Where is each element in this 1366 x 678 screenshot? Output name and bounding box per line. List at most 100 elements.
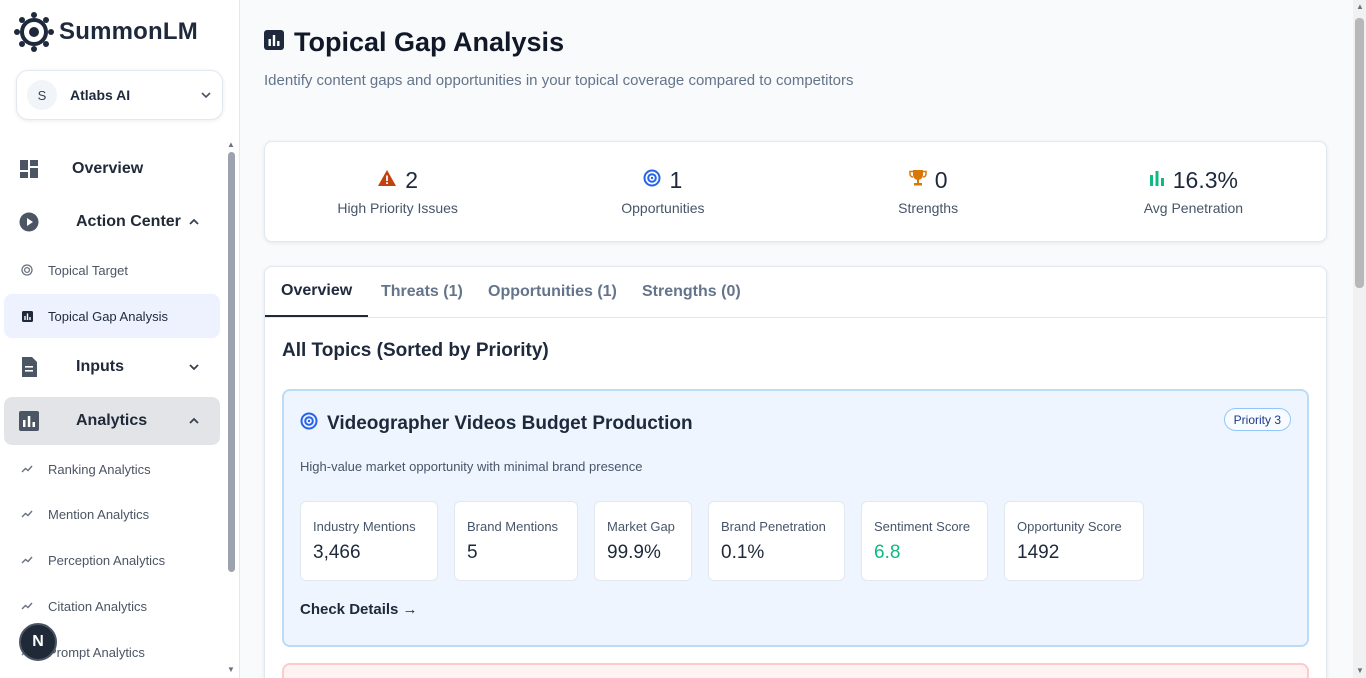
sidebar-item-label: Topical Target bbox=[48, 262, 128, 278]
metric-brand-mentions: Brand Mentions 5 bbox=[454, 501, 578, 581]
dashboard-icon bbox=[19, 159, 39, 179]
check-details-link[interactable]: Check Details → bbox=[300, 601, 418, 618]
topic-description: High-value market opportunity with minim… bbox=[300, 459, 643, 474]
metric-brand-penetration: Brand Penetration 0.1% bbox=[708, 501, 845, 581]
sidebar-item-topical-gap-analysis[interactable]: Topical Gap Analysis bbox=[4, 294, 220, 338]
scroll-down-arrow-icon[interactable]: ▼ bbox=[1356, 666, 1364, 675]
target-icon bbox=[300, 412, 318, 435]
logo-icon bbox=[14, 12, 54, 52]
warning-icon bbox=[377, 169, 397, 192]
metric-label: Brand Mentions bbox=[467, 518, 559, 534]
sidebar-item-label: Perception Analytics bbox=[48, 552, 166, 568]
trend-icon bbox=[20, 553, 34, 567]
document-icon bbox=[19, 357, 39, 377]
tab-strengths[interactable]: Strengths (0) bbox=[642, 283, 741, 300]
stat-label: Avg Penetration bbox=[1143, 200, 1244, 216]
analytics-icon bbox=[19, 411, 39, 431]
tab-bar: Overview Threats (1) Opportunities (1) S… bbox=[265, 267, 1326, 318]
stat-label: Opportunities bbox=[621, 200, 705, 216]
sidebar-item-citation-analytics[interactable]: Citation Analytics bbox=[4, 584, 220, 628]
topics-panel: Overview Threats (1) Opportunities (1) S… bbox=[264, 266, 1327, 678]
bar-chart-icon bbox=[1149, 170, 1165, 191]
trend-icon bbox=[20, 507, 34, 521]
stat-strengths: 0 Strengths bbox=[796, 142, 1061, 241]
scroll-up-arrow-icon[interactable]: ▲ bbox=[227, 140, 235, 149]
metric-label: Opportunity Score bbox=[1017, 518, 1122, 534]
stat-value: 1 bbox=[669, 167, 683, 193]
sidebar-item-ranking-analytics[interactable]: Ranking Analytics bbox=[4, 447, 220, 491]
stat-label: High Priority Issues bbox=[337, 200, 458, 216]
sidebar-item-label: Action Center bbox=[76, 213, 181, 230]
metric-opportunity-score: Opportunity Score 1492 bbox=[1004, 501, 1144, 581]
sidebar-item-label: Citation Analytics bbox=[48, 598, 147, 614]
sidebar-item-inputs[interactable]: Inputs bbox=[4, 345, 220, 389]
scroll-up-arrow-icon[interactable]: ▲ bbox=[1356, 2, 1364, 11]
metric-label: Sentiment Score bbox=[874, 518, 971, 534]
sidebar-item-label: Analytics bbox=[76, 412, 148, 429]
brand-logo[interactable]: SummonLM bbox=[13, 11, 198, 53]
sidebar-item-perception-analytics[interactable]: Perception Analytics bbox=[4, 538, 220, 582]
metric-label: Industry Mentions bbox=[313, 518, 416, 534]
sidebar-scrollbar[interactable] bbox=[228, 152, 235, 572]
scroll-down-arrow-icon[interactable]: ▼ bbox=[227, 665, 235, 674]
sidebar-item-label: Prompt Analytics bbox=[48, 644, 145, 660]
topic-header: Videographer Videos Budget Production bbox=[300, 412, 693, 435]
sidebar-item-mention-analytics[interactable]: Mention Analytics bbox=[4, 492, 220, 536]
stat-avg-penetration: 16.3% Avg Penetration bbox=[1061, 142, 1326, 241]
play-circle-icon bbox=[19, 212, 39, 232]
sidebar-item-label: Inputs bbox=[76, 358, 124, 375]
target-icon bbox=[643, 169, 661, 192]
workspace-name: Atlabs AI bbox=[70, 87, 131, 103]
target-icon bbox=[20, 263, 34, 277]
stat-high-priority-issues: 2 High Priority Issues bbox=[265, 142, 530, 241]
sidebar-item-overview[interactable]: Overview bbox=[4, 147, 220, 191]
trend-icon bbox=[20, 599, 34, 613]
chevron-up-icon bbox=[188, 414, 200, 428]
metric-value: 3,466 bbox=[313, 541, 361, 563]
sidebar-item-label: Mention Analytics bbox=[48, 506, 150, 522]
stat-value: 0 bbox=[934, 167, 948, 193]
section-title: All Topics (Sorted by Priority) bbox=[282, 340, 549, 361]
bar-chart-icon bbox=[20, 309, 34, 323]
chevron-up-icon bbox=[188, 215, 200, 229]
trend-icon bbox=[20, 462, 34, 476]
workspace-selector[interactable]: S Atlabs AI bbox=[16, 70, 223, 120]
topic-metrics: Industry Mentions 3,466 Brand Mentions 5… bbox=[300, 501, 1144, 581]
page-title: Topical Gap Analysis bbox=[294, 27, 565, 57]
stat-value: 16.3% bbox=[1172, 167, 1238, 193]
tab-overview[interactable]: Overview bbox=[265, 267, 369, 317]
page-subtitle: Identify content gaps and opportunities … bbox=[264, 72, 854, 89]
brand-name: SummonLM bbox=[59, 18, 198, 45]
metric-value: 1492 bbox=[1017, 541, 1060, 563]
sidebar-item-analytics[interactable]: Analytics bbox=[4, 397, 220, 445]
metric-value: 99.9% bbox=[607, 541, 661, 563]
sidebar-item-label: Overview bbox=[72, 160, 144, 177]
bar-chart-icon bbox=[264, 30, 284, 55]
stats-summary: 2 High Priority Issues 1 Opportunities 0… bbox=[264, 141, 1327, 242]
sidebar-item-label: Topical Gap Analysis bbox=[48, 308, 168, 324]
metric-label: Brand Penetration bbox=[721, 518, 826, 534]
metric-value: 0.1% bbox=[721, 541, 765, 563]
chevron-down-icon bbox=[188, 360, 200, 374]
tab-threats[interactable]: Threats (1) bbox=[381, 283, 463, 300]
chevron-down-icon bbox=[200, 88, 212, 102]
stat-value: 2 bbox=[405, 167, 419, 193]
metric-market-gap: Market Gap 99.9% bbox=[594, 501, 692, 581]
priority-badge: Priority 3 bbox=[1223, 408, 1291, 431]
main-content: Topical Gap Analysis Identify content ga… bbox=[241, 0, 1351, 678]
metric-label: Market Gap bbox=[607, 518, 675, 534]
sidebar-item-topical-target[interactable]: Topical Target bbox=[4, 248, 220, 292]
sidebar-item-label: Ranking Analytics bbox=[48, 461, 151, 477]
tab-opportunities[interactable]: Opportunities (1) bbox=[488, 283, 617, 300]
trophy-icon bbox=[908, 169, 927, 192]
topic-card: Videographer Videos Budget Production Pr… bbox=[282, 389, 1309, 647]
workspace-avatar: S bbox=[27, 80, 57, 110]
floating-n-button[interactable]: N bbox=[19, 623, 57, 661]
metric-value: 5 bbox=[467, 541, 478, 563]
sidebar: SummonLM S Atlabs AI Overview Action Cen… bbox=[0, 0, 240, 678]
page-scrollbar-thumb[interactable] bbox=[1355, 18, 1364, 288]
topic-title: Videographer Videos Budget Production bbox=[327, 412, 693, 434]
sidebar-item-action-center[interactable]: Action Center bbox=[4, 200, 220, 244]
stat-label: Strengths bbox=[898, 200, 959, 216]
stat-opportunities: 1 Opportunities bbox=[530, 142, 795, 241]
